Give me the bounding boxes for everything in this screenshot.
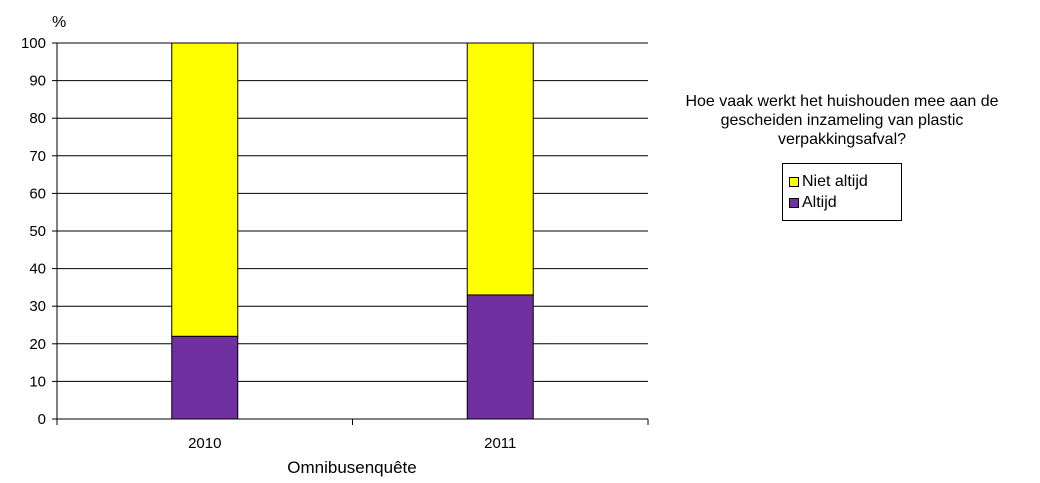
y-tick-label: 60 — [29, 185, 46, 202]
y-tick-label: 80 — [29, 110, 46, 127]
bar-niet-altijd-2010 — [171, 42, 239, 337]
gridlines — [57, 42, 648, 382]
legend-swatch — [789, 197, 799, 208]
y-tick-label: 50 — [29, 223, 46, 240]
y-tick-label: 90 — [29, 73, 46, 90]
axes: 0 10 20 30 40 50 60 70 80 90 100 2010 2011 — [21, 35, 649, 452]
y-tick-label: 0 — [38, 411, 46, 428]
legend-panel: Hoe vaak werkt het huishouden mee aan de… — [672, 92, 1012, 221]
x-tick-label: 2010 — [188, 435, 221, 452]
legend-label: Niet altijd — [802, 172, 868, 190]
y-tick-label: 100 — [21, 35, 46, 52]
x-tick-label: 2011 — [484, 435, 516, 452]
bar-niet-altijd-2011 — [466, 42, 534, 296]
y-tick-label: 70 — [29, 148, 46, 165]
bar-altijd-2010 — [171, 335, 239, 420]
bar-altijd-2011 — [466, 294, 534, 420]
legend-swatch — [789, 176, 799, 187]
legend-title: Hoe vaak werkt het huishouden mee aan de… — [685, 93, 999, 148]
y-axis-label: % — [52, 14, 66, 31]
y-tick-label: 30 — [29, 298, 46, 315]
x-axis-label: Omnibusenquête — [287, 458, 416, 477]
legend: Niet altijd Altijd — [782, 163, 902, 221]
legend-item-altijd: Altijd — [783, 192, 901, 213]
y-tick-label: 10 — [29, 373, 46, 390]
legend-label: Altijd — [802, 193, 837, 211]
y-tick-label: 40 — [29, 261, 46, 278]
legend-item-niet-altijd: Niet altijd — [783, 171, 901, 192]
y-tick-label: 20 — [29, 336, 46, 353]
